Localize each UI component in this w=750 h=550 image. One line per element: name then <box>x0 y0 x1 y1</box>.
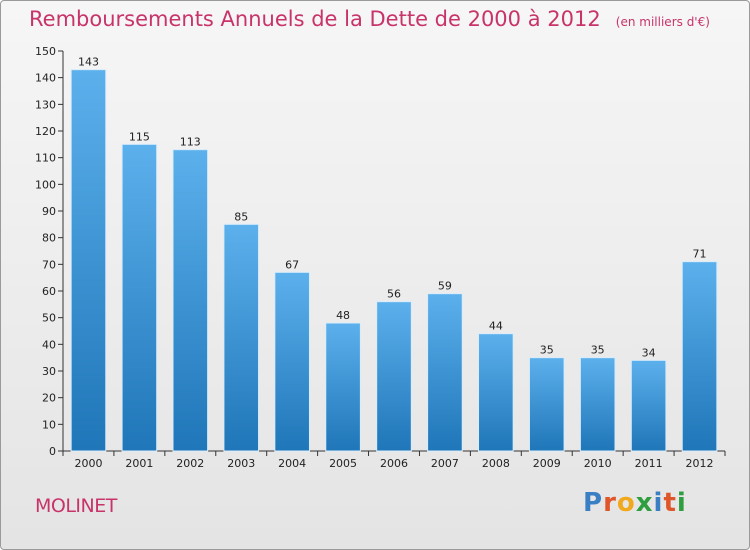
y-tick-label: 90 <box>42 205 56 218</box>
y-tick-label: 80 <box>42 232 56 245</box>
bar-2002[interactable] <box>172 149 209 452</box>
x-tick-label: 2005 <box>329 457 357 470</box>
y-tick-label: 50 <box>42 312 56 325</box>
bar-2011[interactable] <box>630 359 667 452</box>
value-label-2001: 115 <box>129 130 150 143</box>
value-label-2002: 113 <box>180 136 201 149</box>
logo-letter: t <box>663 488 677 518</box>
y-tick-label: 120 <box>35 125 56 138</box>
x-tick-label: 2006 <box>380 457 408 470</box>
value-label-2005: 48 <box>336 309 350 322</box>
bar-2007[interactable] <box>427 293 463 452</box>
y-tick-label: 30 <box>42 365 56 378</box>
bar-2010[interactable] <box>579 357 616 452</box>
value-label-2008: 44 <box>489 320 503 333</box>
value-label-2010: 35 <box>591 344 605 357</box>
chart-title: Remboursements Annuels de la Dette de 20… <box>29 7 601 31</box>
bar-2003[interactable] <box>223 223 260 452</box>
y-tick-label: 140 <box>35 72 56 85</box>
value-label-2004: 67 <box>285 258 299 271</box>
bar-2006[interactable] <box>376 301 412 452</box>
bar-2004[interactable] <box>274 271 310 452</box>
x-tick-label: 2007 <box>431 457 459 470</box>
bar-2009[interactable] <box>528 357 565 452</box>
value-label-2009: 35 <box>540 344 554 357</box>
value-label-2003: 85 <box>234 210 248 223</box>
bar-2000[interactable] <box>70 69 107 452</box>
bar-2008[interactable] <box>478 333 514 452</box>
y-tick-label: 20 <box>42 392 56 405</box>
logo-letter: o <box>616 488 636 518</box>
logo-letter: i <box>653 488 664 518</box>
logo-letter: x <box>635 488 654 518</box>
logo-letter: i <box>676 488 687 518</box>
bar-2005[interactable] <box>325 322 361 452</box>
y-tick-label: 40 <box>42 338 56 351</box>
commune-name: MOLINET <box>35 495 117 517</box>
bar-2001[interactable] <box>121 143 158 452</box>
y-tick-label: 70 <box>42 258 56 271</box>
value-label-2011: 34 <box>642 346 656 359</box>
chart-subtitle: (en milliers d'€) <box>615 15 710 29</box>
x-tick-label: 2000 <box>74 457 102 470</box>
bars <box>70 69 718 452</box>
value-label-2012: 71 <box>693 248 707 261</box>
x-tick-label: 2010 <box>584 457 612 470</box>
y-tick-label: 100 <box>35 178 56 191</box>
x-tick-label: 2003 <box>227 457 255 470</box>
x-tick-label: 2002 <box>176 457 204 470</box>
x-tick-label: 2009 <box>533 457 561 470</box>
y-tick-label: 130 <box>35 98 56 111</box>
x-tick-label: 2004 <box>278 457 306 470</box>
y-tick-label: 60 <box>42 285 56 298</box>
logo-letter: P <box>583 488 604 518</box>
x-tick-label: 2011 <box>635 457 663 470</box>
x-tick-label: 2008 <box>482 457 510 470</box>
logo-letter: r <box>603 488 617 518</box>
y-tick-label: 110 <box>35 152 56 165</box>
x-tick-label: 2012 <box>686 457 714 470</box>
proxiti-logo[interactable]: Proxiti <box>583 488 687 518</box>
y-axis: 0 10 20 30 40 50 60 70 80 90 100 110 120 130 140 150 <box>35 45 64 458</box>
value-labels: 143 115 113 85 67 48 56 59 44 35 35 34 71 <box>78 56 707 360</box>
y-tick-label: 150 <box>35 45 56 58</box>
title-row: Remboursements Annuels de la Dette de 20… <box>29 7 710 31</box>
y-tick-label: 0 <box>49 445 56 458</box>
value-label-2006: 56 <box>387 288 401 301</box>
x-tick-label: 2001 <box>125 457 153 470</box>
value-label-2000: 143 <box>78 56 99 69</box>
bar-2012[interactable] <box>681 261 718 452</box>
y-tick-label: 10 <box>42 418 56 431</box>
value-label-2007: 59 <box>438 280 452 293</box>
x-axis: 2000 2001 2002 2003 2004 2005 2006 2007 2008 2009… <box>62 450 726 470</box>
